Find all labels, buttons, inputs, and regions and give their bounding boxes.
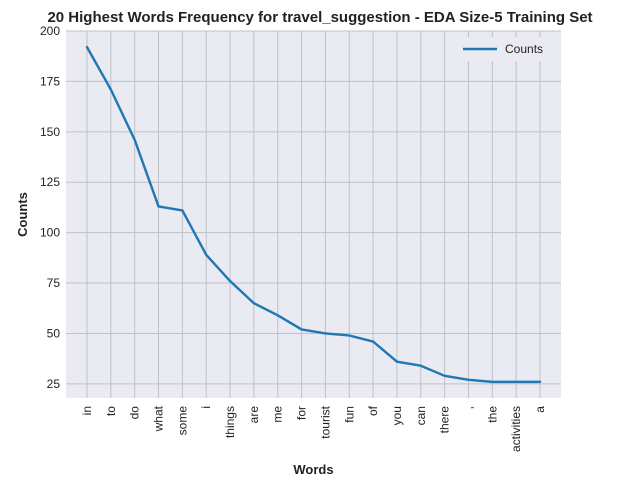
x-tick-label: some: [175, 406, 189, 436]
plot-area: [66, 31, 561, 398]
chart-title: 20 Highest Words Frequency for travel_su…: [47, 9, 592, 26]
x-tick-label: can: [414, 406, 428, 425]
series-layer: [85, 45, 542, 384]
y-tick-label: 200: [40, 24, 60, 38]
x-tick-label: you: [390, 406, 404, 425]
x-tick-label: in: [80, 406, 94, 415]
x-tick-label: are: [247, 406, 261, 424]
x-tick-label: for: [295, 406, 309, 420]
legend: Counts: [455, 37, 555, 61]
x-tick-label: the: [485, 406, 499, 423]
y-tick-label: 150: [40, 125, 60, 139]
y-axis-ticks: 25 50 75 100 125 150 175 200: [40, 24, 60, 391]
legend-label: Counts: [505, 42, 543, 56]
x-tick-label: do: [128, 406, 142, 420]
grid: [66, 30, 561, 398]
series-line: [85, 45, 542, 384]
x-tick-label: there: [438, 406, 452, 434]
x-tick-label: of: [366, 405, 380, 416]
x-tick-label: what: [152, 405, 166, 432]
y-tick-label: 25: [47, 377, 61, 391]
y-tick-label: 175: [40, 74, 60, 88]
x-axis-label: Words: [293, 462, 333, 477]
y-tick-label: 125: [40, 175, 60, 189]
x-tick-label: a: [533, 406, 547, 413]
x-tick-label: to: [104, 406, 118, 416]
x-tick-label: fun: [342, 406, 356, 423]
x-tick-label: activities: [509, 406, 523, 452]
y-tick-label: 75: [47, 276, 61, 290]
y-tick-label: 50: [47, 326, 61, 340]
x-tick-label: tourist: [318, 405, 332, 438]
x-tick-label: ,: [461, 406, 475, 409]
y-axis-label: Counts: [15, 192, 30, 237]
x-tick-label: me: [271, 406, 285, 423]
x-tick-label: i: [199, 406, 213, 409]
y-tick-label: 100: [40, 226, 60, 240]
x-tick-label: things: [223, 406, 237, 438]
x-axis-ticks: in to do what some i things are me for tourist fun o…: [80, 405, 547, 452]
